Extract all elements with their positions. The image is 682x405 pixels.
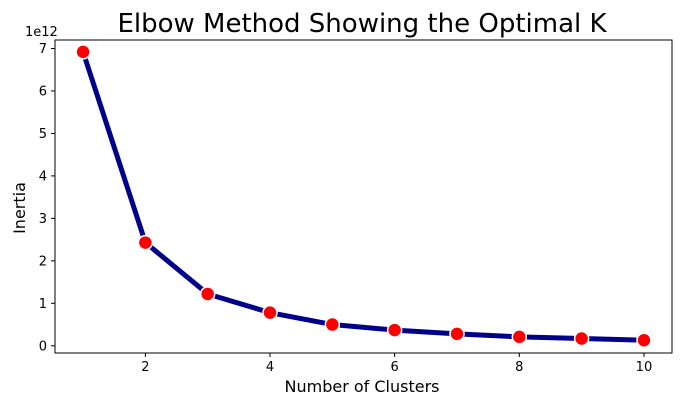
y-tick-label: 3: [39, 212, 47, 227]
y-axis-label: Inertia: [10, 182, 29, 234]
x-tick-label: 6: [391, 360, 399, 375]
data-point-k-5: [324, 316, 341, 333]
y-tick-label: 6: [39, 84, 47, 99]
data-point-k-6: [386, 322, 403, 338]
x-axis: 2 4 6 8 10: [141, 353, 652, 375]
y-tick-label: 7: [39, 42, 47, 57]
y-tick-label: 2: [39, 254, 47, 269]
x-tick-label: 10: [636, 360, 653, 375]
data-point-k-9: [573, 330, 590, 347]
series-markers: [75, 44, 652, 349]
data-point-k-1: [75, 44, 91, 60]
data-point-k-10: [636, 332, 652, 349]
y-offset-label: 1e12: [25, 25, 58, 40]
y-axis: 0 1 2 3 4 5 6 7: [39, 42, 55, 354]
x-axis-label: Number of Clusters: [285, 377, 440, 396]
y-tick-label: 1: [39, 297, 47, 312]
y-tick-label: 5: [39, 127, 47, 142]
x-tick-label: 4: [266, 360, 274, 375]
x-tick-label: 2: [141, 360, 149, 375]
data-point-k-7: [449, 326, 465, 342]
y-tick-label: 0: [39, 339, 47, 354]
data-point-k-4: [262, 304, 278, 321]
data-point-k-8: [511, 329, 528, 345]
series-line-inertia: [80, 49, 647, 343]
plot-area-frame: [54, 39, 673, 354]
chart-title: Elbow Method Showing the Optimal K: [117, 9, 607, 39]
data-point-k-2: [137, 234, 154, 251]
y-tick-label: 4: [39, 169, 47, 184]
x-tick-label: 8: [515, 360, 523, 375]
data-point-k-3: [199, 286, 216, 302]
